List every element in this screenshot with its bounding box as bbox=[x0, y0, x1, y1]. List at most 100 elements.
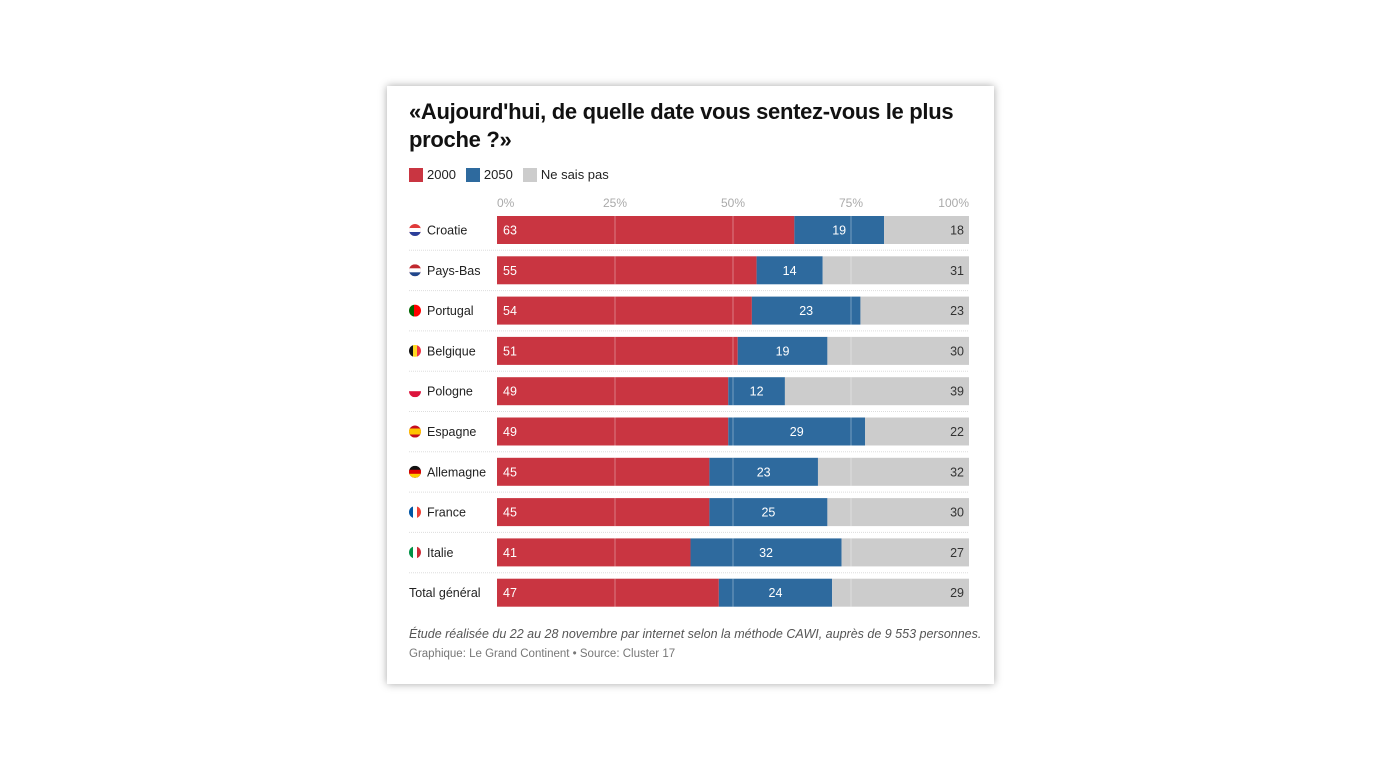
flag-stripe bbox=[417, 506, 421, 519]
bar-segment bbox=[690, 538, 842, 567]
x-tick-label: 100% bbox=[938, 196, 969, 210]
bar-segment bbox=[497, 538, 691, 567]
footnote: Étude réalisée du 22 au 28 novembre par … bbox=[409, 627, 982, 641]
data-label: 14 bbox=[783, 264, 797, 278]
legend-label: Ne sais pas bbox=[540, 167, 609, 182]
data-label: 22 bbox=[950, 425, 964, 439]
bar-segment bbox=[728, 377, 785, 406]
category-label: Croatie bbox=[427, 224, 467, 238]
flag-italy-icon bbox=[409, 546, 421, 559]
bar-segment bbox=[827, 336, 969, 365]
category-label: Italie bbox=[427, 546, 453, 560]
data-label: 19 bbox=[776, 344, 790, 358]
bar-segment bbox=[718, 578, 833, 607]
flag-stripe bbox=[414, 304, 421, 317]
x-tick-label: 0% bbox=[497, 196, 515, 210]
flag-fill bbox=[409, 385, 421, 398]
data-label: 23 bbox=[757, 465, 771, 479]
data-label: 23 bbox=[950, 304, 964, 318]
data-label: 55 bbox=[503, 264, 517, 278]
credit: Graphique: Le Grand Continent • Source: … bbox=[409, 648, 676, 660]
flag-stripe bbox=[409, 344, 413, 357]
flag-stripe bbox=[413, 506, 417, 519]
bar-segment bbox=[822, 256, 969, 285]
bar-segment bbox=[841, 538, 969, 567]
bar-segment bbox=[709, 498, 828, 527]
flag-stripe bbox=[409, 546, 413, 559]
category-label: Total général bbox=[409, 586, 481, 600]
bar-segment bbox=[884, 216, 969, 244]
chart-title: «Aujourd'hui, de quelle date vous sentez… bbox=[409, 99, 954, 152]
flag-fill bbox=[409, 546, 421, 559]
data-label: 51 bbox=[503, 344, 517, 358]
data-label: 23 bbox=[799, 304, 813, 318]
flag-stripe bbox=[409, 391, 421, 398]
flag-stripe bbox=[409, 272, 421, 277]
flag-fill bbox=[409, 506, 421, 519]
bar-segment bbox=[832, 578, 969, 607]
data-label: 39 bbox=[950, 385, 964, 399]
bar-segment bbox=[497, 457, 710, 486]
bar-segment bbox=[497, 216, 795, 244]
legend-label: 2000 bbox=[427, 167, 456, 182]
category-label: Espagne bbox=[427, 425, 476, 439]
flag-germany-icon bbox=[409, 465, 421, 478]
bar-segment bbox=[497, 336, 738, 365]
data-label: 31 bbox=[950, 264, 964, 278]
data-label: 49 bbox=[503, 425, 517, 439]
flag-fill bbox=[409, 465, 421, 478]
legend-item-2050: 2050 bbox=[465, 167, 513, 182]
bar-segment bbox=[751, 296, 861, 325]
bar-segment bbox=[497, 377, 729, 406]
x-tick-label: 25% bbox=[603, 196, 627, 210]
data-label: 47 bbox=[503, 586, 517, 600]
flag-stripe bbox=[417, 546, 421, 559]
category-label: Belgique bbox=[427, 344, 476, 358]
bar-segment bbox=[756, 256, 823, 285]
data-label: 32 bbox=[759, 546, 773, 560]
flag-croatia-icon bbox=[409, 224, 421, 236]
bar-chart: 0% 25% 50% 75% 100% Croatie 63 19 18 Pays-Bas 55 14… bbox=[409, 196, 969, 607]
flag-stripe bbox=[409, 506, 413, 519]
flag-france-icon bbox=[409, 506, 421, 519]
legend-item-ne-sais-pas: Ne sais pas bbox=[522, 167, 609, 182]
category-label: Pays-Bas bbox=[427, 264, 481, 278]
data-label: 12 bbox=[750, 385, 764, 399]
bar-segment bbox=[728, 417, 866, 446]
flag-netherlands-icon bbox=[409, 264, 421, 277]
flag-stripe bbox=[409, 268, 421, 277]
legend: 2000 2050 Ne sais pas bbox=[409, 167, 609, 182]
data-label: 27 bbox=[950, 546, 964, 560]
flag-stripe bbox=[413, 546, 417, 559]
category-label: Portugal bbox=[427, 304, 474, 318]
x-tick-label: 75% bbox=[839, 196, 863, 210]
data-label: 32 bbox=[950, 465, 964, 479]
bar-segment bbox=[497, 417, 729, 446]
data-label: 25 bbox=[761, 506, 775, 520]
flag-stripe bbox=[417, 344, 421, 357]
data-label: 29 bbox=[790, 425, 804, 439]
flag-poland-icon bbox=[409, 385, 421, 398]
bar-segment bbox=[794, 216, 885, 244]
flag-spain-icon bbox=[409, 425, 421, 438]
flag-fill bbox=[409, 264, 421, 277]
flag-stripe bbox=[409, 304, 414, 317]
flag-stripe bbox=[409, 428, 421, 438]
category-label: Allemagne bbox=[427, 465, 486, 479]
data-label: 18 bbox=[950, 224, 964, 238]
data-label: 45 bbox=[503, 506, 517, 520]
bar-segment bbox=[784, 377, 969, 406]
category-label: Pologne bbox=[427, 385, 473, 399]
data-label: 30 bbox=[950, 506, 964, 520]
flag-fill bbox=[409, 344, 421, 357]
bar-segment bbox=[860, 296, 969, 325]
legend-swatch bbox=[522, 167, 537, 182]
flag-stripe bbox=[409, 473, 421, 478]
data-label: 29 bbox=[950, 586, 964, 600]
data-label: 49 bbox=[503, 385, 517, 399]
flag-belgium-icon bbox=[409, 344, 421, 357]
flag-stripe bbox=[409, 434, 421, 438]
chart-card: «Aujourd'hui, de quelle date vous sentez… bbox=[387, 86, 994, 684]
data-label: 41 bbox=[503, 546, 517, 560]
bar-segment bbox=[865, 417, 969, 446]
